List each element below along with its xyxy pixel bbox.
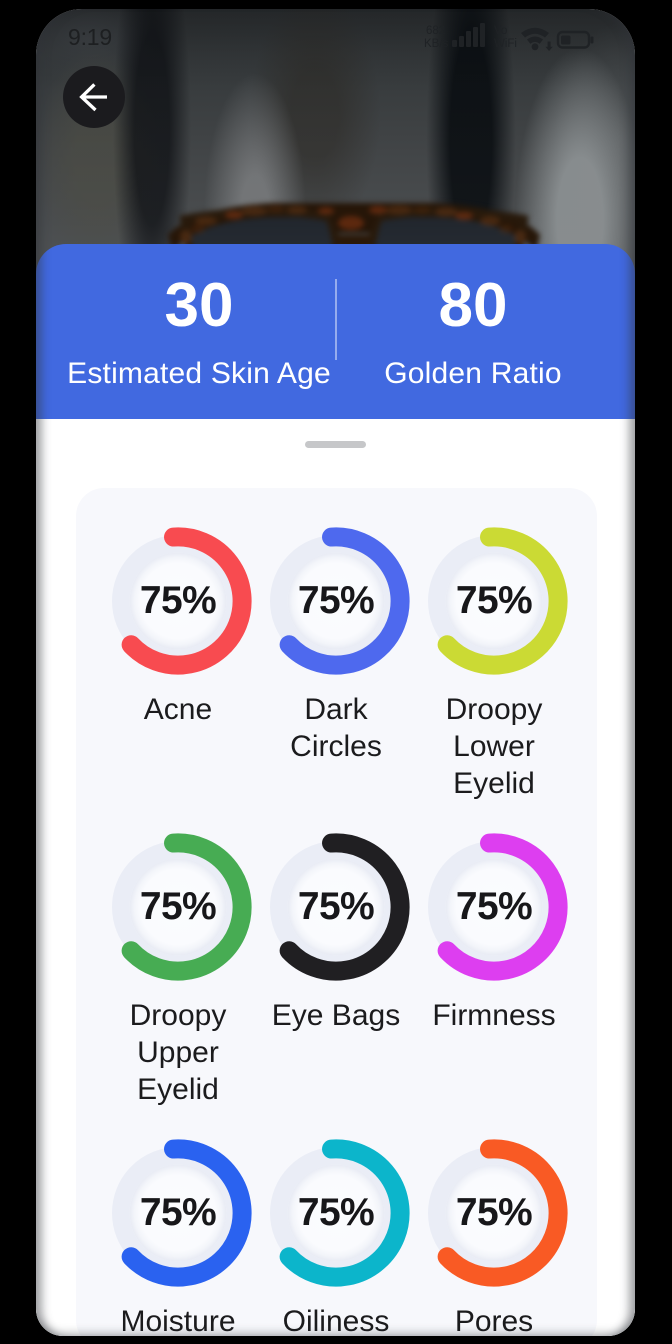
svg-text:WiFi: WiFi: [494, 38, 517, 50]
svg-text:682: 682: [426, 25, 445, 37]
svg-text:KB/s: KB/s: [424, 38, 449, 50]
svg-text:Vo: Vo: [494, 25, 507, 37]
